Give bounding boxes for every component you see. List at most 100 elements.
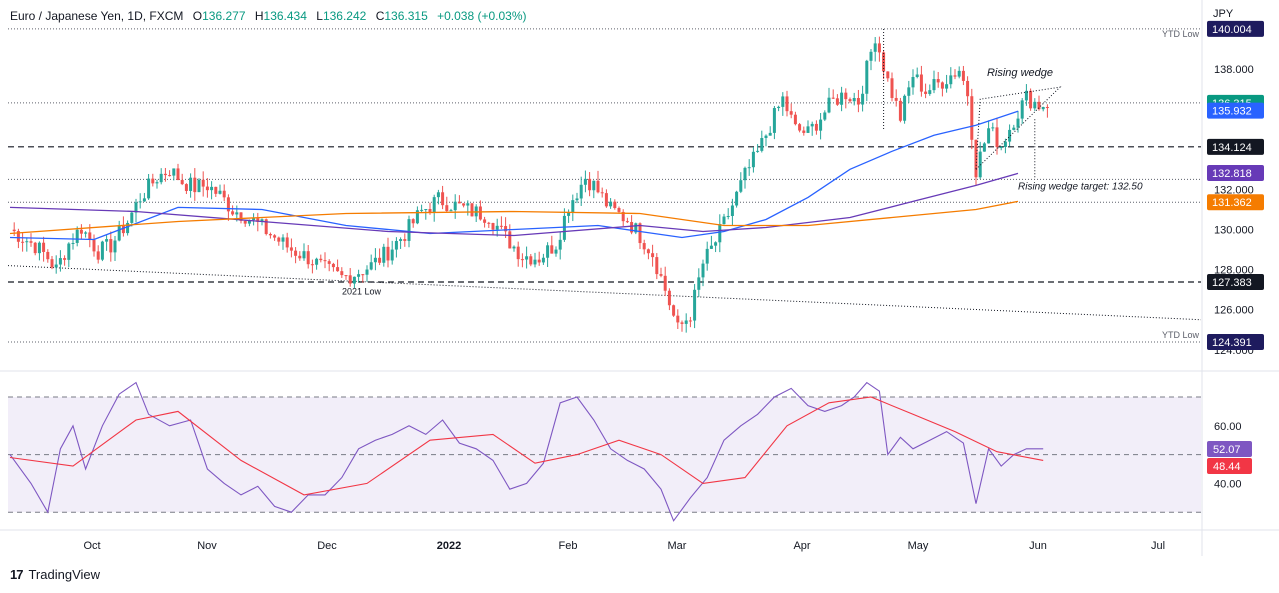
candle-body-79 <box>340 271 344 276</box>
candle-body-186 <box>789 111 793 115</box>
candle-body-40 <box>176 168 180 181</box>
candle-body-202 <box>856 98 860 105</box>
candle-body-53 <box>231 211 235 215</box>
candle-body-180 <box>764 135 768 139</box>
candle-body-73 <box>315 258 319 265</box>
price-badge-4: 132.818 <box>1212 168 1252 180</box>
candle-body-193 <box>819 119 823 131</box>
candle-body-154 <box>655 257 659 275</box>
candle-body-104 <box>445 205 449 212</box>
candle-body-126 <box>537 259 541 263</box>
candle-body-157 <box>667 290 671 306</box>
candle-body-220 <box>932 79 936 91</box>
candle-body-144 <box>613 201 617 209</box>
candle-body-132 <box>562 215 566 240</box>
candle-body-18 <box>84 232 88 234</box>
chart-header: Euro / Japanese Yen, 1D, FXCM O136.277 H… <box>10 9 527 23</box>
candle-body-119 <box>508 231 512 249</box>
candle-body-243 <box>1029 90 1033 109</box>
candle-body-222 <box>940 82 944 89</box>
candle-body-68 <box>294 250 298 256</box>
candle-body-129 <box>550 245 554 254</box>
candle-body-82 <box>352 276 356 284</box>
candle-body-198 <box>840 92 844 105</box>
candle-body-188 <box>798 124 802 131</box>
candle-body-108 <box>462 203 466 206</box>
price-badge-0: 140.004 <box>1212 24 1252 36</box>
candle-body-10 <box>50 259 54 268</box>
candle-body-192 <box>814 123 818 131</box>
rsi-badge-0: 52.07 <box>1213 444 1241 456</box>
rsi-line-0 <box>9 381 1044 522</box>
candle-body-137 <box>583 178 587 185</box>
candle-body-6 <box>33 242 37 254</box>
candle-body-85 <box>365 269 369 275</box>
candle-body-152 <box>646 249 650 254</box>
candle-body-177 <box>751 151 755 168</box>
candle-body-214 <box>907 87 911 96</box>
candle-body-150 <box>638 223 642 244</box>
change-value: +0.038 (+0.03%) <box>437 9 527 23</box>
tradingview-logo-icon: 17 <box>10 567 24 582</box>
candle-body-30 <box>134 202 138 213</box>
candle-body-146 <box>621 211 625 222</box>
candle-body-130 <box>554 249 558 254</box>
candle-body-127 <box>541 257 545 263</box>
price-badge-7: 124.391 <box>1212 337 1252 349</box>
candle-body-87 <box>373 257 377 263</box>
candle-body-136 <box>579 184 583 199</box>
candle-body-166 <box>705 248 709 264</box>
tradingview-brand[interactable]: 17 TradingView <box>10 567 100 582</box>
candle-body-97 <box>415 210 419 224</box>
candle-body-113 <box>483 219 487 223</box>
candle-body-32 <box>142 198 146 202</box>
candle-body-197 <box>835 98 839 105</box>
candle-body-39 <box>172 168 176 176</box>
candle-body-213 <box>903 95 907 121</box>
price-badge-bg-5 <box>1207 194 1264 211</box>
candle-body-34 <box>151 178 155 184</box>
price-badge-6: 127.383 <box>1212 277 1252 289</box>
candle-body-234 <box>991 127 995 129</box>
candle-body-25 <box>113 240 117 253</box>
time-tick-3: 2022 <box>437 540 461 552</box>
candle-body-22 <box>100 241 104 260</box>
candle-body-205 <box>869 51 873 61</box>
rsi-tick-0: 60.00 <box>1214 421 1242 433</box>
high-label: H <box>254 9 264 23</box>
candle-body-65 <box>281 237 285 242</box>
candle-body-48 <box>210 186 214 191</box>
price-tick-3: 130.000 <box>1214 225 1254 237</box>
candle-body-217 <box>919 74 923 92</box>
candle-body-107 <box>457 201 461 204</box>
candle-body-47 <box>205 186 209 191</box>
candle-body-120 <box>512 246 516 249</box>
moving-average-0 <box>9 110 1019 241</box>
rsi-badge-1: 48.44 <box>1213 461 1241 473</box>
candle-body-151 <box>642 243 646 250</box>
price-badge-bg-4 <box>1207 164 1264 181</box>
candle-body-237 <box>1003 141 1007 148</box>
candle-body-155 <box>659 274 663 276</box>
candle-body-3 <box>21 241 25 243</box>
candle-body-145 <box>617 208 621 212</box>
candle-body-102 <box>436 192 440 198</box>
candle-body-36 <box>159 173 163 183</box>
candle-body-27 <box>121 225 125 234</box>
candle-body-60 <box>260 219 264 222</box>
candle-body-164 <box>697 277 701 290</box>
candle-body-74 <box>319 258 323 261</box>
candle-body-168 <box>714 242 718 246</box>
open-value: 136.277 <box>202 9 246 23</box>
candle-body-118 <box>504 226 508 232</box>
candle-body-133 <box>567 212 571 216</box>
long-trendline <box>7 265 1202 321</box>
time-tick-9: Jul <box>1151 540 1165 552</box>
candle-body-210 <box>890 78 894 98</box>
candle-body-173 <box>735 191 739 206</box>
candle-body-125 <box>533 259 537 265</box>
candle-body-216 <box>915 74 919 78</box>
candle-body-156 <box>663 275 667 291</box>
candle-body-181 <box>768 132 772 136</box>
